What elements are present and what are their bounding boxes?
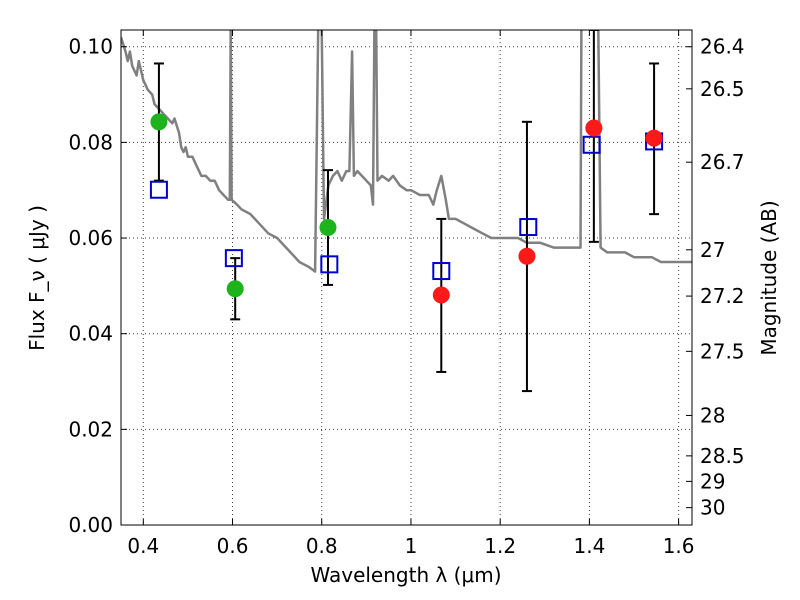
axis-titles: Wavelength λ (μm) Flux F_ν ( μJy ) Magni… [25, 200, 781, 587]
y-tick-label: 0.04 [68, 322, 113, 346]
y-right-tick-label: 29 [700, 469, 725, 493]
x-tick-label: 1.2 [484, 534, 516, 558]
data-markers [149, 113, 664, 304]
y-right-tick-label: 27.2 [700, 284, 745, 308]
y-right-tick-label: 26.5 [700, 77, 745, 101]
x-tick-label: 1.6 [663, 534, 695, 558]
spectrum-line [121, 30, 692, 273]
photometry-point [432, 286, 450, 304]
tick-labels: 0.4 0.6 0.8 1 1.2 1.4 1.6 0.00 0.02 0.04 0.06 0.08 0… [68, 35, 744, 558]
x-tick-label: 0.8 [306, 534, 338, 558]
model-square-marker [224, 249, 243, 268]
y-right-axis-title: Magnitude (AB) [757, 200, 781, 355]
plot-frame [120, 29, 693, 526]
photometry-point [226, 280, 244, 298]
x-tick-label: 0.4 [127, 534, 159, 558]
x-tick-label: 1.4 [573, 534, 605, 558]
y-right-tick-label: 26.7 [700, 150, 745, 174]
model-spectrum [121, 30, 692, 273]
x-tick-label: 1 [405, 534, 418, 558]
y-right-tick-label: 30 [700, 496, 725, 520]
photometry-point [518, 247, 536, 265]
model-square-marker [432, 262, 451, 281]
model-square-marker [149, 180, 168, 199]
photometry-point [585, 119, 603, 137]
y-tick-label: 0.02 [68, 417, 113, 441]
y-tick-label: 0.08 [68, 130, 113, 154]
y-tick-label: 0.00 [68, 513, 113, 537]
y-right-tick-label: 26.4 [700, 35, 745, 59]
y-right-tick-label: 28.5 [700, 444, 745, 468]
y-right-tick-label: 27 [700, 238, 725, 262]
axis-ticks [121, 30, 692, 526]
photometry-point [150, 113, 168, 131]
x-tick-label: 0.6 [217, 534, 249, 558]
y-axis-title: Flux F_ν ( μJy ) [25, 205, 49, 351]
model-square-marker [519, 218, 538, 237]
photometry-point [645, 129, 663, 147]
y-right-tick-label: 28 [700, 403, 725, 427]
model-square-marker [320, 255, 339, 274]
model-square-marker [582, 135, 601, 154]
photometry-point [319, 219, 337, 237]
grid [121, 30, 692, 526]
y-right-tick-label: 27.5 [700, 339, 745, 363]
y-tick-label: 0.06 [68, 226, 113, 250]
x-axis-title: Wavelength λ (μm) [310, 563, 501, 587]
y-tick-label: 0.10 [68, 35, 113, 59]
